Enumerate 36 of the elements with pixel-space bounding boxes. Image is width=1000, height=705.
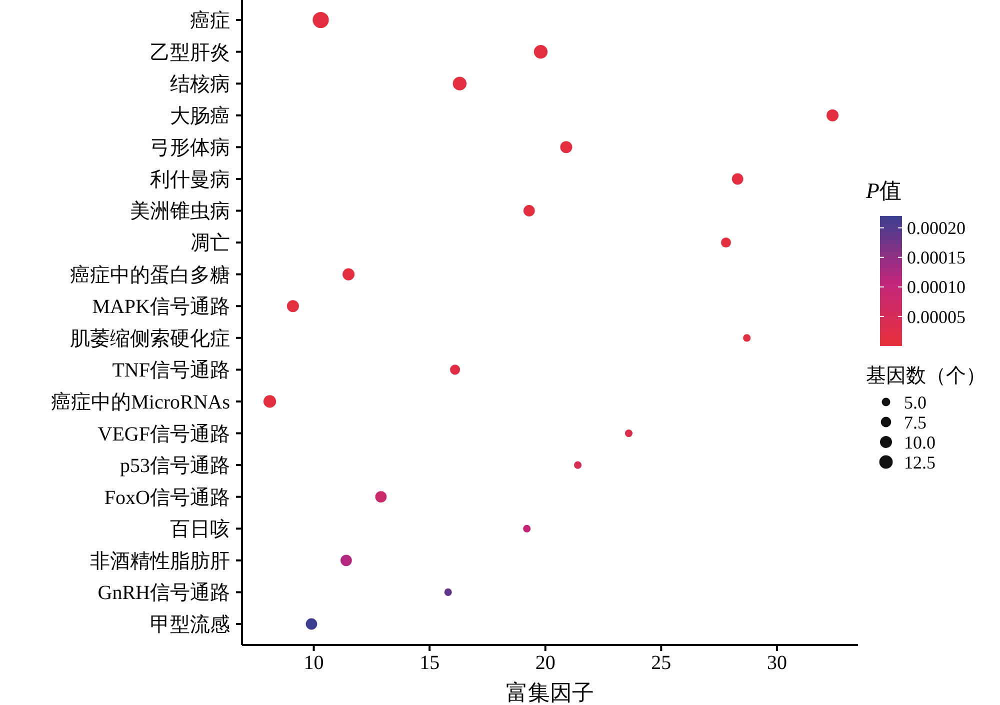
y-tick-label: 结核病 xyxy=(170,74,230,96)
y-tick-label: 美洲锥虫病 xyxy=(130,200,230,223)
y-tick-label: 甲型流感 xyxy=(150,614,230,636)
x-tick-label: 15 xyxy=(420,652,440,674)
y-tick-label: GnRH信号通路 xyxy=(98,582,230,604)
y-tick-label: TNF信号通路 xyxy=(112,360,230,382)
y-tick-label: FoxO信号通路 xyxy=(104,486,230,509)
color-bar-label: 0.00005 xyxy=(907,306,966,327)
y-tick-label: 癌症中的蛋白多糖 xyxy=(70,264,230,286)
color-bar-label: 0.00010 xyxy=(907,277,966,298)
x-tick-label: 20 xyxy=(535,652,556,674)
y-tick-label: MAPK信号通路 xyxy=(92,296,230,318)
color-bar-label: 0.00015 xyxy=(907,248,966,268)
x-tick-label: 30 xyxy=(766,652,787,674)
y-tick-label: 利什曼病 xyxy=(150,168,230,191)
x-tick-label: 25 xyxy=(651,652,672,674)
y-tick-label: VEGF信号通路 xyxy=(98,423,230,446)
legend-label: 10.0 xyxy=(904,432,936,452)
color-bar-title: P值 xyxy=(865,178,902,203)
legend-label: 12.5 xyxy=(904,452,936,472)
color-bar-label: 0.00020 xyxy=(907,218,966,238)
legend-label: 7.5 xyxy=(904,412,926,432)
x-axis-title: 富集因子 xyxy=(506,680,594,705)
y-tick-label: 弓形体病 xyxy=(150,137,230,160)
y-tick-label: 大肠癌 xyxy=(170,105,230,128)
y-tick-label: p53信号通路 xyxy=(120,455,230,478)
x-tick-label: 10 xyxy=(304,652,324,674)
y-tick-label: 凋亡 xyxy=(190,232,230,255)
legend-title: 基因数（个） xyxy=(866,365,986,387)
y-tick-label: 非酒精性脂肪肝 xyxy=(90,550,230,572)
y-tick-label: 乙型肝炎 xyxy=(150,42,230,64)
y-tick-label: 癌症 xyxy=(190,10,230,32)
y-tick-label: 百日咳 xyxy=(170,518,230,541)
legend-label: 5.0 xyxy=(904,392,926,412)
y-tick-label: 肌萎缩侧索硬化症 xyxy=(70,328,230,350)
y-tick-label: 癌症中的MicroRNAs xyxy=(51,391,230,414)
